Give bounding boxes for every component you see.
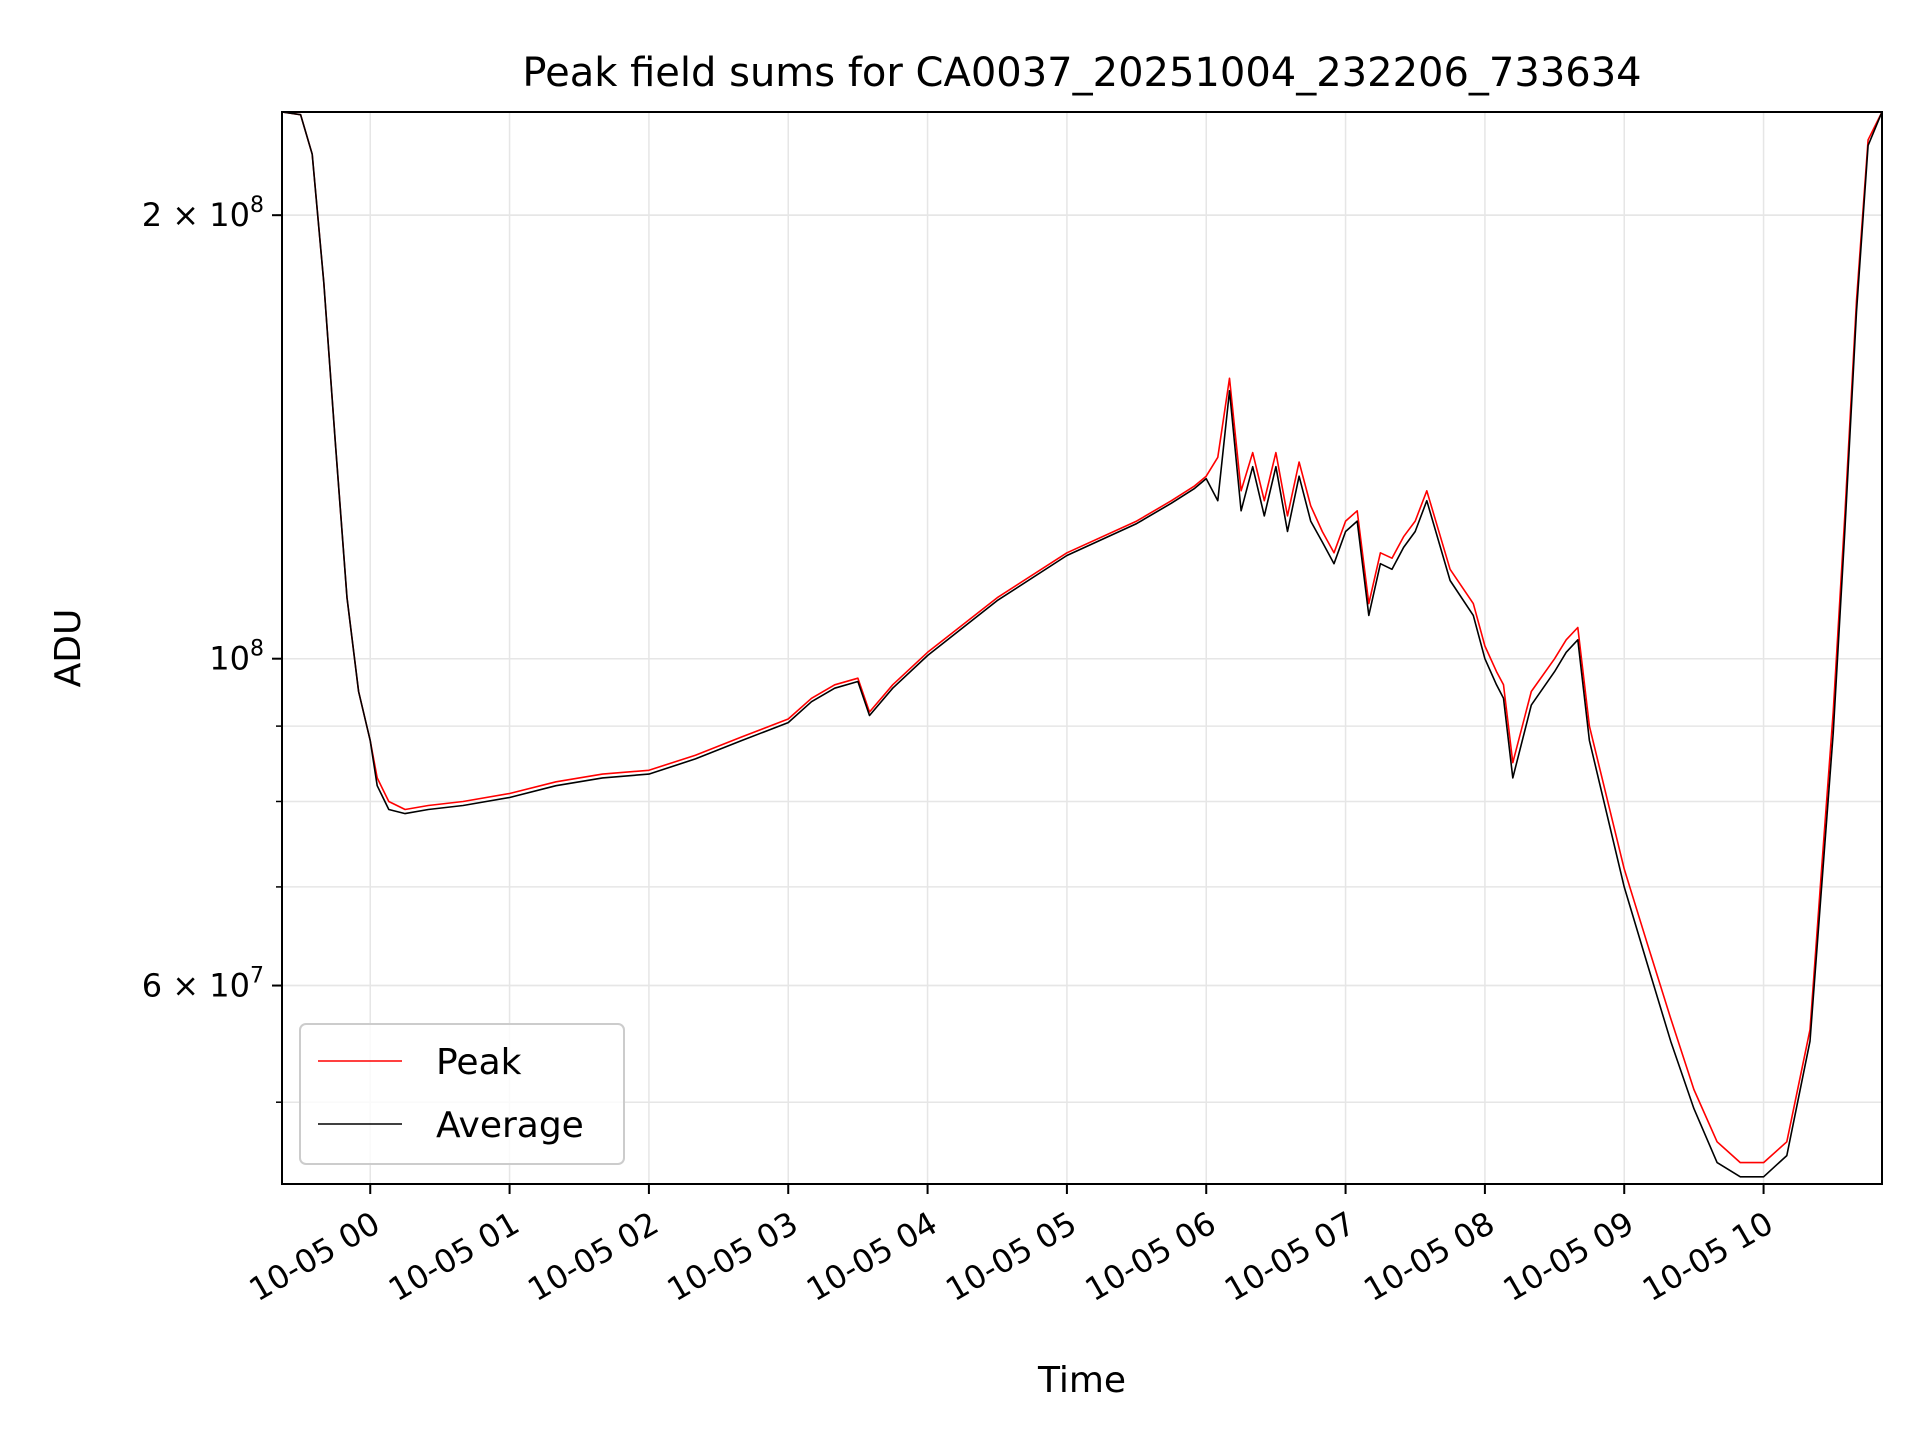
x-tick-label: 10-05 04 [800, 1204, 944, 1309]
plot-frame [281, 111, 1883, 1185]
x-tick-label: 10-05 10 [1636, 1204, 1780, 1309]
series-line-peak [281, 111, 1883, 1164]
y-axis-label: ADU [48, 609, 89, 688]
legend-box [299, 1023, 625, 1165]
legend-label-average: Average [436, 1105, 584, 1146]
x-tick-label: 10-05 06 [1079, 1204, 1223, 1309]
x-axis-label: Time [1037, 1360, 1126, 1401]
x-tick-label: 10-05 09 [1497, 1204, 1641, 1309]
y-tick-label: 108 [209, 637, 264, 678]
chart-title: Peak field sums for CA0037_20251004_2322… [522, 50, 1641, 96]
x-tick-label: 10-05 07 [1218, 1204, 1362, 1309]
y-tick-label: 6 × 107 [142, 964, 264, 1005]
y-tick-label: 2 × 108 [142, 193, 264, 234]
legend-label-peak: Peak [436, 1042, 522, 1083]
x-tick-label: 10-05 05 [939, 1204, 1083, 1309]
series-lines [281, 111, 1883, 1178]
x-tick-label: 10-05 08 [1357, 1204, 1501, 1309]
x-tick-label: 10-05 01 [382, 1204, 526, 1309]
y-axis-ticks: 6 × 107 108 2 × 108 [142, 193, 282, 1103]
series-line-average [281, 111, 1883, 1178]
x-tick-label: 10-05 03 [661, 1204, 805, 1309]
legend: Peak Average [299, 1023, 625, 1165]
x-tick-label: 10-05 00 [243, 1204, 387, 1309]
x-tick-label: 10-05 02 [521, 1204, 665, 1309]
